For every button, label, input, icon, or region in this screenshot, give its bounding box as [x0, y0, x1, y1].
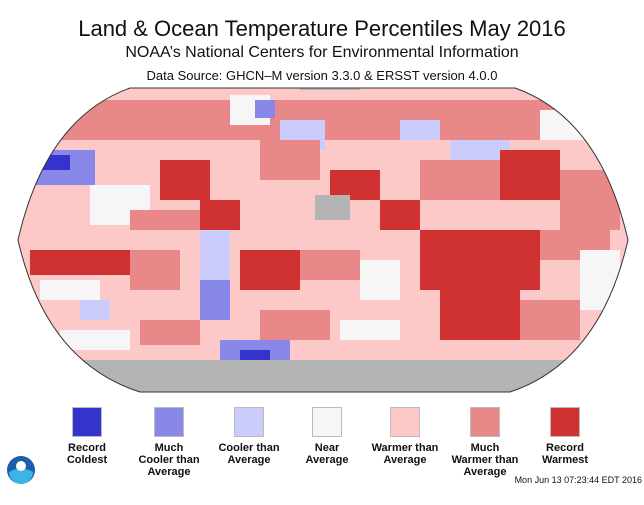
legend-item: Near Average — [282, 407, 372, 466]
map-cell — [80, 300, 110, 320]
legend-label: Record Warmest — [541, 442, 589, 466]
map-cell — [255, 100, 275, 118]
legend-label: Warmer than Average — [371, 442, 439, 466]
timestamp: Mon Jun 13 07:23:44 EDT 2016 — [514, 475, 642, 485]
map-cell — [420, 230, 540, 290]
map-cell — [200, 230, 230, 280]
legend-swatch — [312, 407, 342, 437]
map-cell — [520, 300, 580, 340]
legend-label: Much Warmer than Average — [451, 442, 519, 478]
map-subtitle: NOAA’s National Centers for Environmenta… — [125, 44, 519, 61]
legend-item: Record Coldest — [42, 407, 132, 466]
legend-item: Much Warmer than Average — [440, 407, 530, 478]
legend-swatch — [154, 407, 184, 437]
map-cell — [400, 120, 440, 140]
map-cell — [500, 150, 560, 200]
legend-item: Much Cooler than Average — [124, 407, 214, 478]
map-cell — [200, 280, 230, 320]
legend-item: Record Warmest — [520, 407, 610, 466]
legend-label: Near Average — [305, 442, 349, 466]
map-cell — [300, 250, 360, 280]
map-cell — [540, 110, 590, 140]
legend-swatch — [72, 407, 102, 437]
map-cell — [300, 88, 360, 90]
legend-label: Much Cooler than Average — [138, 442, 200, 478]
map-cell — [200, 200, 240, 230]
map-cell — [240, 250, 300, 290]
data-source: Data Source: GHCN–M version 3.3.0 & ERSS… — [146, 68, 498, 83]
map-cell — [130, 210, 200, 230]
map-cell — [440, 290, 520, 340]
map-cell — [160, 160, 210, 200]
map-cell — [260, 310, 330, 340]
legend-item: Warmer than Average — [360, 407, 450, 466]
map-cell — [30, 250, 140, 275]
map-cell — [140, 320, 200, 345]
map-cell — [18, 360, 628, 392]
legend-swatch — [470, 407, 500, 437]
map-outline — [17, 87, 629, 393]
map-cell — [360, 260, 400, 300]
map-cell — [40, 155, 70, 170]
legend-item: Cooler than Average — [204, 407, 294, 466]
map-cell — [580, 250, 620, 310]
map-cell — [40, 280, 100, 300]
map-cell — [315, 195, 350, 220]
map-title: Land & Ocean Temperature Percentiles May… — [78, 16, 566, 41]
legend-swatch — [550, 407, 580, 437]
legend-label: Record Coldest — [66, 442, 108, 466]
map-cell — [420, 160, 500, 200]
map-cell — [560, 170, 620, 230]
map-cell — [380, 200, 420, 230]
legend-label: Cooler than Average — [218, 442, 280, 466]
map-cell — [260, 140, 320, 180]
map-cell — [340, 320, 400, 340]
legend-swatch — [234, 407, 264, 437]
map-cell — [130, 250, 180, 290]
legend-swatch — [390, 407, 420, 437]
map-cell — [60, 330, 130, 350]
noaa-logo — [7, 456, 35, 484]
